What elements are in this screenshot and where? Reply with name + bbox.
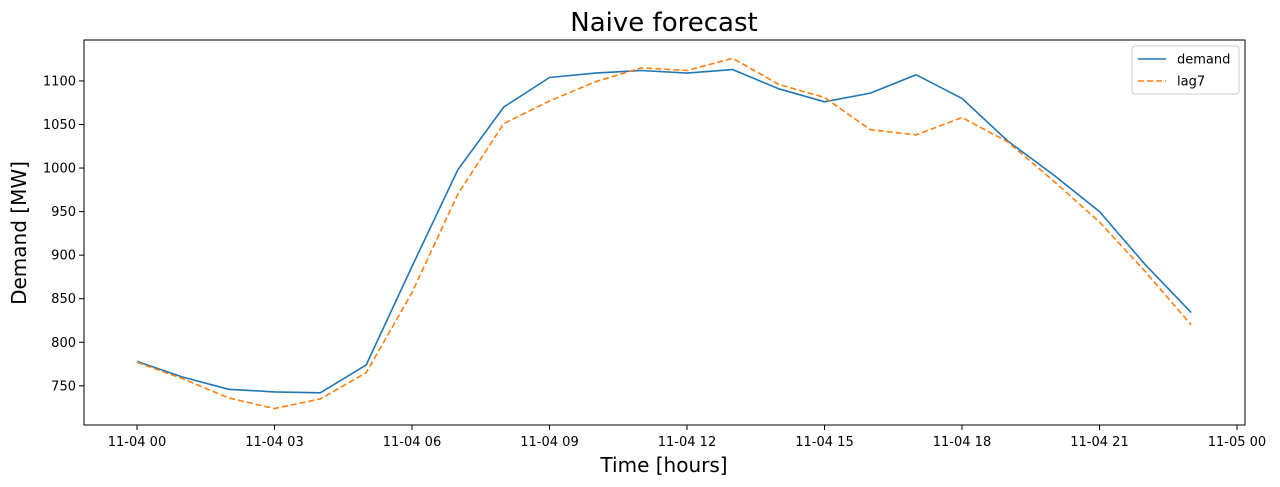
x-tick-label: 11-04 12 (658, 435, 716, 450)
series-line-demand (136, 68, 1192, 394)
y-tick-label: 900 (51, 249, 76, 264)
y-tick-label: 800 (51, 336, 76, 351)
y-axis: 750 800 850 900 950 1000 1050 1100 (43, 74, 84, 394)
legend-label-demand: demand (1177, 53, 1230, 68)
y-tick-label: 1000 (43, 162, 76, 177)
x-axis: 11-04 00 11-04 03 11-04 06 11-04 09 11-04 12… (108, 425, 1266, 450)
x-tick-label: 11-04 18 (933, 435, 991, 450)
x-tick-label: 11-04 03 (245, 435, 303, 450)
y-tick-label: 1050 (43, 118, 76, 133)
legend-label-lag7: lag7 (1177, 75, 1205, 90)
y-tick-label: 750 (51, 379, 76, 394)
legend-box (1131, 45, 1240, 95)
plot-area (83, 39, 1246, 426)
x-tick-label: 11-04 00 (108, 435, 166, 450)
legend: demand lag7 (1131, 45, 1240, 95)
x-tick-label: 11-04 09 (520, 435, 578, 450)
y-tick-label: 850 (51, 292, 76, 307)
series-line-lag7 (136, 57, 1192, 410)
x-tick-label: 11-04 15 (795, 435, 853, 450)
y-tick-label: 1100 (43, 74, 76, 89)
x-tick-label: 11-04 06 (383, 435, 441, 450)
y-tick-label: 950 (51, 205, 76, 220)
x-tick-label: 11-04 21 (1070, 435, 1128, 450)
y-axis-label: Demand [MW] (7, 161, 31, 305)
chart-title: Naive forecast (570, 8, 757, 38)
x-axis-label: Time [hours] (599, 453, 727, 477)
series-layer (136, 57, 1192, 410)
x-tick-label: 11-05 00 (1208, 435, 1266, 450)
